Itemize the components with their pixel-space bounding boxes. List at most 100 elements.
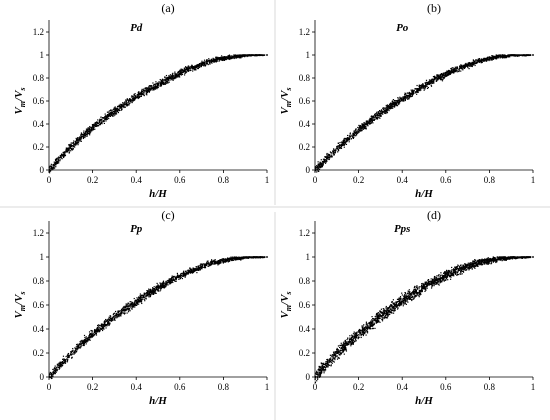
data-point [209,60,211,62]
data-point [235,55,238,57]
data-point [167,284,169,286]
data-point [172,76,174,78]
data-point [350,135,352,138]
data-point [143,94,145,96]
data-point [55,166,57,168]
data-point [454,68,456,70]
data-point [83,132,85,134]
data-point [134,304,136,307]
data-point [383,111,385,113]
data-point [126,308,128,310]
data-point [246,55,248,58]
data-point [123,310,125,312]
data-point [179,71,182,73]
data-point [372,116,374,119]
data-point [86,130,88,133]
data-point [160,81,162,83]
x-axis-title: h/H [149,188,167,200]
data-point [221,258,223,260]
data-point [229,58,231,61]
data-point [366,123,368,125]
data-point [140,93,143,96]
data-point [160,85,162,87]
data-point [94,122,96,124]
data-point [106,117,108,119]
data-point [187,67,189,69]
data-point [438,77,440,80]
data-point [94,124,96,126]
data-point [159,81,161,84]
data-point [190,268,192,270]
data-point [125,104,127,106]
data-point [183,74,186,76]
data-point [353,133,355,135]
data-point [133,93,135,96]
data-point [386,110,388,112]
data-point [416,88,418,91]
data-point [97,125,99,127]
data-point [97,324,99,326]
data-point [425,84,427,86]
data-point [323,160,325,162]
data-point [501,55,503,57]
data-point [365,121,367,123]
data-point [54,371,56,373]
data-point [159,78,161,81]
data-point [184,276,186,278]
data-point [61,365,63,367]
data-point [223,258,226,260]
data-point [377,113,379,115]
data-point [388,109,390,112]
data-point [412,90,415,93]
data-point [484,59,486,61]
data-point [323,159,325,161]
data-point [86,129,89,131]
data-point [136,300,138,302]
data-point [474,64,476,67]
data-point [101,327,104,329]
data-point [412,89,414,91]
data-point [405,96,407,98]
data-point [503,55,505,57]
data-point [183,273,185,275]
data-point [205,61,207,63]
data-point [495,58,497,60]
data-point [456,66,458,68]
data-point [225,57,227,59]
data-point [115,108,117,110]
data-point [140,94,142,96]
data-point [458,70,460,73]
data-point [343,141,345,143]
data-point [140,299,142,301]
data-point [166,79,168,81]
data-point [126,102,128,104]
data-point [201,263,203,266]
data-point [190,66,192,68]
data-point [480,58,482,60]
data-point [341,144,343,146]
data-point [442,76,445,78]
data-point [196,267,198,269]
data-point [181,272,183,274]
data-point [50,163,52,165]
data-point [119,315,121,317]
data-point [399,98,401,100]
data-point [395,103,397,106]
data-point [167,279,169,281]
data-point [368,119,370,121]
data-point [412,93,414,95]
data-point [361,129,363,131]
data-point [164,83,166,85]
data-point [345,137,347,140]
data-point [241,55,243,58]
data-point [186,68,189,70]
data-point [175,74,177,76]
data-point [352,137,354,139]
data-point [115,109,117,112]
data-point [426,85,428,87]
data-point [479,59,481,61]
data-point [480,60,483,63]
data-point [396,105,399,107]
data-point [193,66,195,68]
data-point [391,104,393,107]
